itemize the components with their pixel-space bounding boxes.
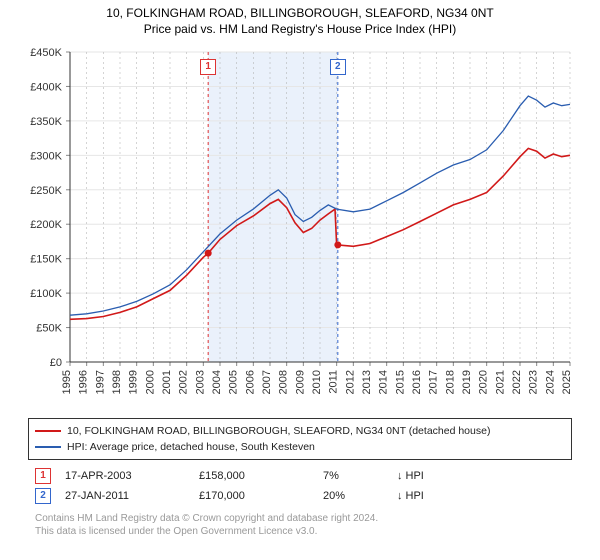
chart-container: 10, FOLKINGHAM ROAD, BILLINGBOROUGH, SLE… [0,0,600,560]
footnote-line-2: This data is licensed under the Open Gov… [35,525,565,538]
x-tick-label: 2019 [461,370,473,394]
x-tick-label: 2016 [411,370,423,394]
y-tick-label: £150K [30,254,62,266]
x-tick-label: 2011 [328,370,340,394]
x-tick-label: 1996 [78,370,90,394]
x-tick-label: 2021 [494,370,506,394]
sales-marker: 1 [35,468,51,484]
x-tick-label: 2018 [444,370,456,394]
x-tick-label: 2000 [144,370,156,394]
down-arrow-icon: ↓ [397,490,403,502]
legend-label: HPI: Average price, detached house, Sout… [67,441,315,453]
sales-date: 17-APR-2003 [65,470,185,482]
sales-hpi: ↓HPI [397,490,437,502]
title-line-1: 10, FOLKINGHAM ROAD, BILLINGBOROUGH, SLE… [0,6,600,20]
highlight-band [208,52,338,362]
sales-diff: 7% [323,470,383,482]
sales-date: 27-JAN-2011 [65,490,185,502]
footnote: Contains HM Land Registry data © Crown c… [35,512,565,538]
footnote-line-1: Contains HM Land Registry data © Crown c… [35,512,565,525]
legend-row: 10, FOLKINGHAM ROAD, BILLINGBOROUGH, SLE… [35,423,565,439]
legend-row: HPI: Average price, detached house, Sout… [35,439,565,455]
x-tick-label: 2005 [228,370,240,394]
x-tick-label: 2003 [194,370,206,394]
x-tick-label: 2015 [394,370,406,394]
sales-hpi: ↓HPI [397,470,437,482]
x-tick-label: 2023 [528,370,540,394]
chart-svg: £0 £50K £100K £150K £200K £250K £300K £350K £400… [20,42,580,412]
sales-marker: 2 [35,488,51,504]
x-tick-label: 2020 [478,370,490,394]
sales-diff: 20% [323,490,383,502]
y-tick-label: £450K [30,47,62,59]
legend-swatch [35,446,61,448]
x-tick-label: 1999 [128,370,140,394]
x-tick-label: 2008 [278,370,290,394]
y-tick-label: £400K [30,81,62,93]
x-tick-label: 2025 [561,370,573,394]
down-arrow-icon: ↓ [397,470,403,482]
hpi-label: HPI [406,470,424,482]
x-tick-label: 1995 [61,370,73,394]
x-tick-label: 2014 [378,370,390,394]
sales-row: 2 27-JAN-2011 £170,000 20% ↓HPI [35,486,565,506]
x-tick-label: 1997 [94,370,106,394]
sales-row: 1 17-APR-2003 £158,000 7% ↓HPI [35,466,565,486]
legend-swatch [35,430,61,432]
hpi-label: HPI [406,490,424,502]
y-tick-label: £300K [30,150,62,162]
y-tick-label: £0 [50,357,62,369]
sale-dot [334,241,341,248]
x-tick-label: 1998 [111,370,123,394]
x-tick-label: 2001 [161,370,173,394]
title-block: 10, FOLKINGHAM ROAD, BILLINGBOROUGH, SLE… [0,0,600,38]
y-tick-label: £350K [30,116,62,128]
sales-price: £158,000 [199,470,309,482]
title-line-2: Price paid vs. HM Land Registry's House … [0,22,600,36]
x-tick-label: 2002 [178,370,190,394]
chart-marker-1: 1 [200,59,216,75]
x-tick-label: 2024 [544,370,556,394]
x-tick-label: 2010 [311,370,323,394]
legend-label: 10, FOLKINGHAM ROAD, BILLINGBOROUGH, SLE… [67,425,490,437]
chart-marker-2: 2 [330,59,346,75]
sale-dot [205,250,212,257]
x-tick-label: 2022 [511,370,523,394]
legend-box: 10, FOLKINGHAM ROAD, BILLINGBOROUGH, SLE… [28,418,572,460]
x-tick-label: 2007 [261,370,273,394]
sales-table: 1 17-APR-2003 £158,000 7% ↓HPI 2 27-JAN-2011 £1… [35,466,565,506]
x-tick-label: 2017 [428,370,440,394]
x-tick-label: 2013 [361,370,373,394]
y-tick-label: £200K [30,219,62,231]
x-tick-label: 2006 [244,370,256,394]
x-tick-label: 2004 [211,370,223,394]
chart-area: £0 £50K £100K £150K £200K £250K £300K £350K £400… [20,42,580,412]
x-tick-label: 2009 [294,370,306,394]
y-tick-label: £100K [30,288,62,300]
y-tick-label: £250K [30,185,62,197]
x-tick-label: 2012 [344,370,356,394]
y-tick-label: £50K [36,323,62,335]
sales-price: £170,000 [199,490,309,502]
